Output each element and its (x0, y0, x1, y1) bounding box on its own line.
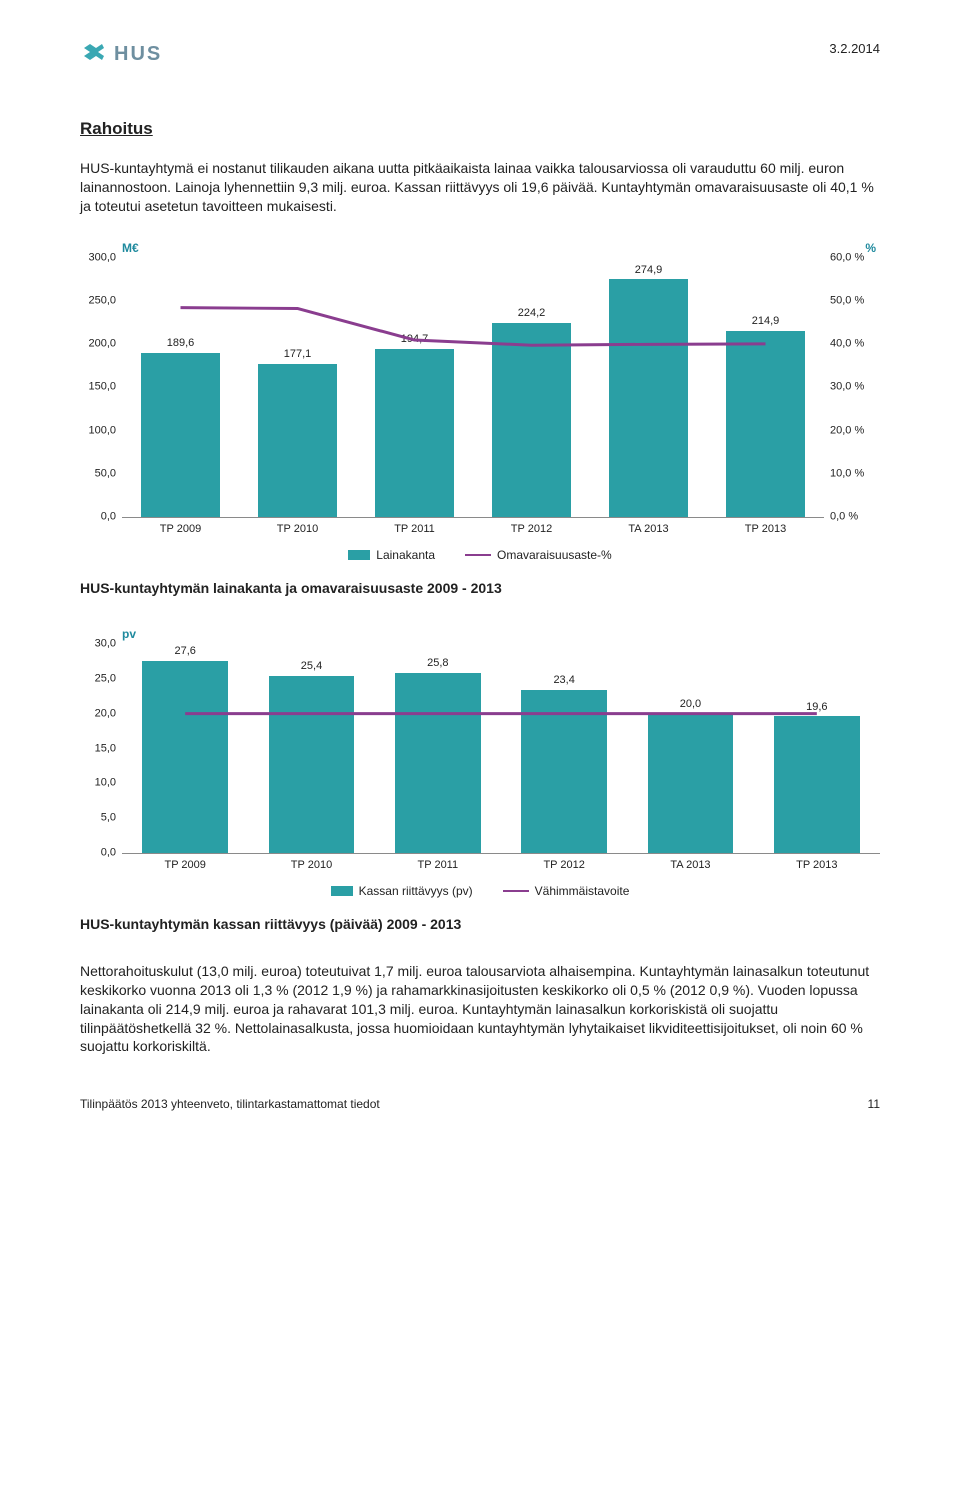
chart2-y-left-label: pv (122, 626, 880, 642)
chart2-caption: HUS-kuntayhtymän kassan riittävyys (päiv… (80, 915, 880, 934)
x-axis-label: TA 2013 (627, 858, 753, 873)
axis-tick: 20,0 % (830, 423, 864, 438)
intro-paragraph: HUS-kuntayhtymä ei nostanut tilikauden a… (80, 159, 880, 216)
axis-tick: 0,0 (101, 845, 116, 860)
axis-tick: 20,0 (95, 706, 116, 721)
axis-tick: 150,0 (88, 380, 116, 395)
axis-tick: 200,0 (88, 337, 116, 352)
legend-item-bar: Lainakanta (348, 547, 435, 563)
legend-line-label: Omavaraisuusaste-% (497, 547, 612, 563)
axis-tick: 50,0 (95, 466, 116, 481)
footer-left: Tilinpäätös 2013 yhteenveto, tilintarkas… (80, 1096, 380, 1112)
line-series (181, 307, 766, 345)
axis-tick: 60,0 % (830, 250, 864, 265)
x-axis-label: TP 2012 (501, 858, 627, 873)
chart1-legend: Lainakanta Omavaraisuusaste-% (80, 547, 880, 563)
x-axis-label: TP 2010 (239, 522, 356, 537)
axis-tick: 30,0 % (830, 380, 864, 395)
axis-tick: 15,0 (95, 741, 116, 756)
x-axis-label: TP 2009 (122, 522, 239, 537)
axis-tick: 25,0 (95, 671, 116, 686)
x-axis-label: TP 2012 (473, 522, 590, 537)
axis-tick: 250,0 (88, 294, 116, 309)
axis-tick: 10,0 (95, 776, 116, 791)
chart-lainakanta-omavaraisuus: M€ % 0,0 50,0 100,0 150,0 200,0 250,0 300,0 0,… (80, 240, 880, 563)
axis-tick: 40,0 % (830, 337, 864, 352)
legend-bar-label: Lainakanta (376, 547, 435, 563)
logo-text: HUS (114, 41, 162, 68)
page-header: HUS 3.2.2014 (80, 40, 880, 68)
axis-tick: 100,0 (88, 423, 116, 438)
axis-tick: 5,0 (101, 811, 116, 826)
legend-line-label: Vähimmäistavoite (535, 883, 630, 899)
axis-tick: 30,0 (95, 636, 116, 651)
page-footer: Tilinpäätös 2013 yhteenveto, tilintarkas… (80, 1096, 880, 1112)
chart1-caption: HUS-kuntayhtymän lainakanta ja omavarais… (80, 579, 880, 598)
chart1-y-left-label: M€ (122, 240, 139, 256)
legend-item-line: Vähimmäistavoite (503, 883, 630, 899)
x-axis-label: TP 2010 (248, 858, 374, 873)
chart2-legend: Kassan riittävyys (pv) Vähimmäistavoite (80, 883, 880, 899)
axis-tick: 0,0 (101, 509, 116, 524)
axis-tick: 50,0 % (830, 294, 864, 309)
chart-kassan-riittavyys: pv 0,05,010,015,020,025,030,0 27,625,425… (80, 626, 880, 899)
axis-tick: 0,0 % (830, 509, 858, 524)
page-date: 3.2.2014 (829, 40, 880, 58)
footer-page-number: 11 (868, 1096, 880, 1112)
axis-tick: 300,0 (88, 250, 116, 265)
legend-item-line: Omavaraisuusaste-% (465, 547, 612, 563)
x-axis-label: TP 2011 (356, 522, 473, 537)
axis-tick: 10,0 % (830, 466, 864, 481)
chart1-y-right-label: % (865, 240, 876, 256)
legend-bar-label: Kassan riittävyys (pv) (359, 883, 473, 899)
x-axis-label: TA 2013 (590, 522, 707, 537)
logo-icon (80, 40, 108, 68)
x-axis-label: TP 2013 (754, 858, 880, 873)
hus-logo: HUS (80, 40, 162, 68)
x-axis-label: TP 2009 (122, 858, 248, 873)
closing-paragraph: Nettorahoituskulut (13,0 milj. euroa) to… (80, 962, 880, 1056)
x-axis-label: TP 2013 (707, 522, 824, 537)
x-axis-label: TP 2011 (375, 858, 501, 873)
legend-item-bar: Kassan riittävyys (pv) (331, 883, 473, 899)
section-title: Rahoitus (80, 118, 880, 141)
